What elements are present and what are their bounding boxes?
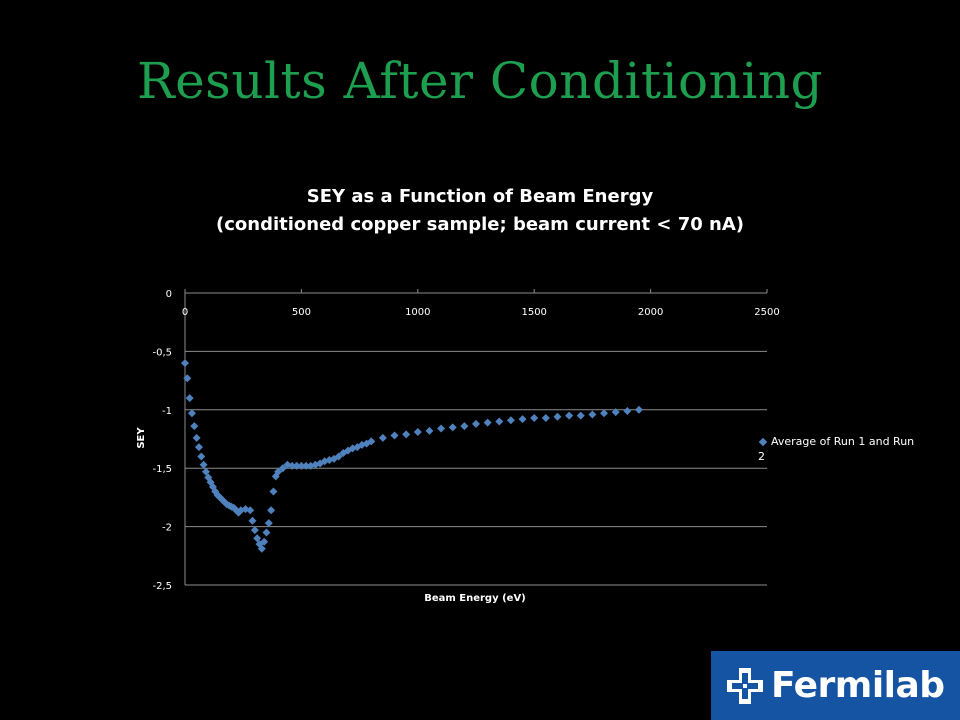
x-tick-label: 0	[182, 307, 188, 318]
data-point	[278, 464, 287, 473]
y-tick-label: -1	[162, 406, 172, 417]
x-tick-label: 500	[292, 307, 311, 318]
data-point	[367, 437, 376, 446]
data-point	[248, 516, 257, 525]
data-point	[199, 460, 208, 469]
x-tick-label: 2500	[754, 307, 779, 318]
y-tick-label: 0	[166, 289, 172, 300]
data-point	[402, 430, 411, 439]
data-point	[530, 413, 539, 422]
data-point	[267, 506, 276, 515]
data-point	[553, 412, 562, 421]
axes	[184, 289, 768, 585]
data-point	[250, 526, 259, 535]
data-point	[274, 467, 283, 476]
chart-title-block: SEY as a Function of Beam Energy (condit…	[0, 183, 960, 239]
data-point	[197, 452, 206, 461]
data-point	[483, 418, 492, 427]
data-point	[246, 506, 255, 515]
x-tick-label: 1500	[521, 307, 546, 318]
data-point	[262, 528, 271, 537]
data-point	[241, 505, 250, 514]
data-point	[334, 452, 343, 461]
data-point	[425, 426, 434, 435]
y-tick-labels: 0 -0,5 -1 -1,5 -2 -2,5	[152, 289, 172, 592]
y-tick-label: -1,5	[152, 464, 172, 475]
y-tick-label: -0,5	[152, 347, 172, 358]
y-axis-title: SEY	[136, 427, 147, 449]
data-point	[495, 417, 504, 426]
legend-label: Average of Run 1 and Run 2	[758, 435, 915, 463]
x-tick-label: 1000	[405, 307, 430, 318]
data-point	[588, 410, 597, 419]
data-point	[297, 461, 306, 470]
y-tick-label: -2	[162, 523, 172, 534]
data-point	[541, 413, 550, 422]
data-point	[181, 359, 189, 368]
data-point	[201, 467, 210, 476]
fermilab-logo-icon	[727, 667, 763, 704]
data-point	[506, 416, 515, 425]
data-point	[565, 411, 574, 420]
data-point	[292, 461, 301, 470]
slide-title: Results After Conditioning	[136, 52, 824, 110]
data-points	[181, 359, 643, 553]
fermilab-logo: Fermilab	[711, 651, 960, 720]
data-point	[390, 431, 399, 440]
data-point	[183, 374, 192, 383]
logo-text: Fermilab	[771, 665, 945, 706]
x-tick-label: 2000	[638, 307, 663, 318]
data-point	[260, 537, 269, 546]
chart-subtitle: (conditioned copper sample; beam current…	[216, 214, 744, 235]
data-point	[288, 461, 297, 470]
data-point	[194, 443, 203, 452]
data-point	[190, 422, 199, 431]
x-tick-labels: 0 500 1000 1500 2000 2500	[182, 307, 780, 318]
legend: Average of Run 1 and Run 2	[758, 434, 918, 464]
data-point	[187, 409, 196, 418]
x-axis-title: Beam Energy (eV)	[424, 593, 526, 604]
y-tick-label: -2,5	[152, 581, 172, 592]
data-point	[460, 422, 469, 431]
data-point	[576, 411, 585, 420]
data-point	[448, 423, 457, 432]
data-point	[518, 415, 527, 424]
data-point	[413, 427, 422, 436]
data-point	[634, 405, 643, 414]
chart-title: SEY as a Function of Beam Energy	[306, 186, 654, 207]
data-point	[192, 433, 201, 442]
data-point	[253, 534, 262, 543]
data-point	[264, 519, 273, 528]
data-point	[378, 433, 387, 442]
data-point	[302, 461, 311, 470]
gridlines	[185, 292, 767, 586]
data-point	[623, 406, 632, 415]
data-point	[185, 394, 194, 403]
data-point	[269, 487, 278, 496]
data-point	[600, 409, 609, 418]
data-point	[611, 408, 620, 417]
data-point	[257, 544, 266, 553]
data-point	[472, 419, 480, 428]
legend-marker-icon	[758, 437, 768, 446]
data-point	[437, 424, 446, 433]
